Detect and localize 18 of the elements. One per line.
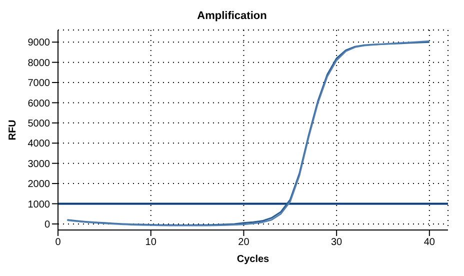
y-tick-label: 0 <box>44 219 50 230</box>
x-tick-label: 20 <box>238 237 250 248</box>
y-tick-label: 7000 <box>28 78 50 90</box>
x-tick-label: 0 <box>55 237 62 248</box>
x-tick-label: 30 <box>331 237 343 248</box>
y-axis-title: RFU <box>8 120 19 140</box>
y-tick-label: 5000 <box>28 118 50 130</box>
y-tick-label: 8000 <box>28 58 50 69</box>
y-tick-label: 6000 <box>28 98 50 110</box>
y-tick-label: 4000 <box>28 138 50 150</box>
y-tick-label: 3000 <box>28 158 50 170</box>
y-tick-label: 9000 <box>28 38 50 49</box>
chart-title: Amplification <box>196 9 268 24</box>
y-tick-label: 1000 <box>28 199 50 210</box>
x-axis-title: Cycles <box>236 254 270 265</box>
x-tick-label: 10 <box>145 237 157 248</box>
y-tick-label: 2000 <box>28 179 50 190</box>
x-tick-label: 40 <box>424 237 436 248</box>
